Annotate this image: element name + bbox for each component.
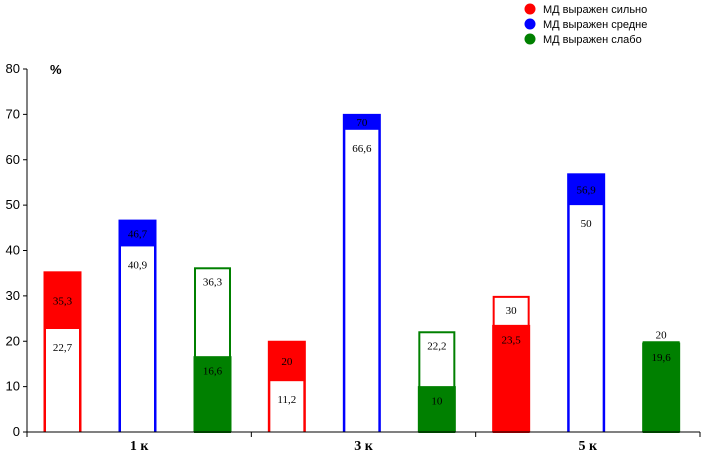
data-label-filled: 16,6 — [203, 366, 223, 378]
data-label-outline: 22,7 — [53, 342, 73, 354]
data-label-filled: 70 — [356, 117, 368, 129]
bar-group: 10 22,2 — [417, 331, 456, 433]
legend-marker — [524, 18, 536, 30]
category-label: 5 к — [579, 439, 599, 454]
y-tick-label: 10 — [6, 379, 20, 394]
y-tick-label: 20 — [6, 333, 20, 348]
bar-group: 19,6 20 — [642, 329, 681, 433]
axes: 0 10 20 30 40 50 60 70 80 1 к 3 к 5 к — [6, 61, 701, 454]
y-tick-label: 50 — [6, 197, 20, 212]
data-label-filled: 35,3 — [53, 295, 73, 307]
bar-filled — [193, 356, 232, 433]
data-label-outline: 30 — [506, 305, 518, 317]
data-label-outline: 22,2 — [427, 340, 446, 352]
data-label-outline: 66,6 — [352, 143, 372, 155]
legend-label: МД выражен средне — [543, 19, 647, 31]
bar-group: 70 66,6 — [342, 113, 381, 433]
data-label-outline: 11,2 — [277, 394, 296, 406]
y-tick-label: 0 — [13, 424, 20, 439]
data-label-filled: 19,6 — [652, 352, 672, 364]
data-label-outline: 50 — [581, 218, 593, 230]
y-tick-label: 40 — [6, 243, 20, 258]
bar-group: 46,7 40,9 — [118, 219, 157, 433]
category-label: 1 к — [130, 439, 150, 454]
bar-outline — [270, 381, 304, 432]
data-label-outline: 20 — [656, 329, 668, 341]
category-label: 3 к — [354, 439, 374, 454]
data-label-outline: 40,9 — [128, 259, 148, 271]
legend-marker — [524, 3, 536, 15]
bar-group: 23,5 30 — [492, 295, 531, 433]
bar-filled — [642, 342, 681, 433]
legend-label: МД выражен сильно — [543, 4, 647, 16]
data-label-filled: 46,7 — [128, 228, 148, 240]
bar-outline — [46, 328, 79, 432]
data-label-filled: 10 — [431, 396, 443, 408]
bar-group: 20 11,2 — [267, 340, 306, 433]
legend-marker — [524, 33, 536, 45]
bar-group: 35,3 22,7 — [43, 271, 82, 433]
bar-filled — [417, 386, 456, 433]
data-label-filled: 56,9 — [577, 184, 597, 196]
y-tick-label: 70 — [6, 106, 20, 121]
bar-outline — [569, 205, 603, 432]
legend: МД выражен сильно МД выражен средне МД выр… — [524, 3, 647, 46]
bar-group: 56,9 50 — [567, 173, 606, 433]
y-tick-label: 60 — [6, 152, 20, 167]
bars-layer: 35,3 22,7 20 11,2 23,5 30 46,7 40,9 70 66,6 56,9 50… — [43, 113, 681, 433]
data-label-outline: 36,3 — [203, 276, 223, 288]
y-tick-label: 80 — [6, 61, 20, 76]
legend-label: МД выражен слабо — [543, 34, 642, 46]
data-label-filled: 20 — [281, 356, 293, 368]
bar-group: 16,6 36,3 — [193, 267, 232, 433]
bar-outline — [121, 246, 154, 432]
y-tick-label: 30 — [6, 288, 20, 303]
y-axis-label: % — [50, 62, 62, 77]
data-label-filled: 23,5 — [502, 334, 522, 346]
bar-outline — [345, 129, 379, 433]
